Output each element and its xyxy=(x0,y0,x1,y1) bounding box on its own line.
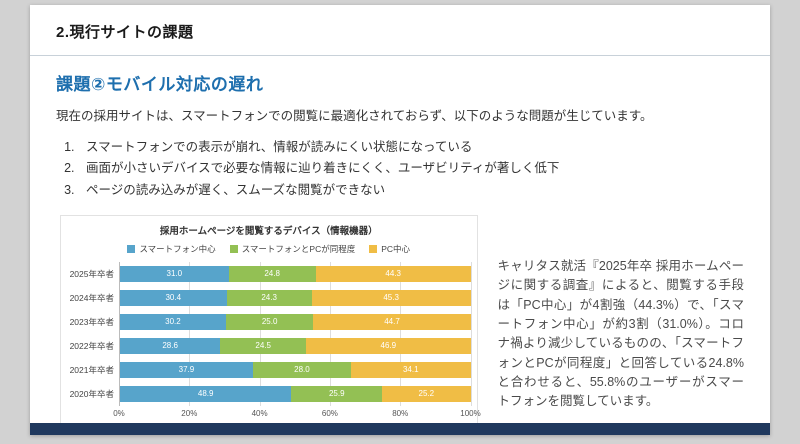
bottom-row: 採用ホームページを閲覧するデバイス（情報機器） スマートフォン中心 スマートフォン… xyxy=(56,214,744,425)
bar-segment: 31.0 xyxy=(120,265,229,282)
bar-segment: 30.2 xyxy=(120,313,226,330)
x-tick-label: 100% xyxy=(460,408,481,418)
chart-rows: 31.0 24.8 44.3 30.4 24.3 45.3 30.2 25.0 44.7 28.6… xyxy=(119,261,471,406)
category-label: 2024年卒者 xyxy=(69,292,114,303)
plot-area: 31.0 24.8 44.3 30.4 24.3 45.3 30.2 25.0 44.7 28.6… xyxy=(113,261,481,420)
chart-row: 30.4 24.3 45.3 xyxy=(120,286,471,310)
bar-segment: 34.1 xyxy=(350,361,471,378)
bar-segment: 24.3 xyxy=(226,289,312,306)
category-label: 2022年卒者 xyxy=(69,340,114,351)
x-tick-label: 20% xyxy=(181,408,198,418)
slide: 2.現行サイトの課題 課題②モバイル対応の遅れ 現在の採用サイトは、スマートフォ… xyxy=(30,5,770,435)
bar-segment: 30.4 xyxy=(120,289,227,306)
category-label: 2021年卒者 xyxy=(69,364,114,375)
gridline xyxy=(259,261,261,406)
bar-segment: 45.3 xyxy=(311,289,471,306)
x-axis: 0% 20% 40% 60% 80% 100% xyxy=(113,406,481,420)
section-title: 課題②モバイル対応の遅れ xyxy=(56,75,264,94)
lead-text: 現在の採用サイトは、スマートフォンでの閲覧に最適化されておらず、以下のような問題… xyxy=(56,109,653,123)
legend-item: PC中心 xyxy=(369,243,410,255)
issue-list: スマートフォンでの表示が崩れ、情報が読みにくい状態になっている 画面が小さいデバ… xyxy=(56,137,744,201)
legend-label: PC中心 xyxy=(381,243,411,254)
bar-segment: 28.6 xyxy=(120,337,221,354)
x-tick-label: 0% xyxy=(113,408,125,418)
legend-item: スマートフォン中心 xyxy=(127,243,216,255)
bar-segment: 44.7 xyxy=(313,313,471,330)
device-usage-chart: 採用ホームページを閲覧するデバイス（情報機器） スマートフォン中心 スマートフォン… xyxy=(60,214,481,425)
gridline xyxy=(470,261,472,406)
divider xyxy=(30,55,770,56)
legend-label: スマートフォン中心 xyxy=(139,243,216,254)
issue-item-1: スマートフォンでの表示が崩れ、情報が読みにくい状態になっている xyxy=(78,137,744,158)
bar-segment: 44.3 xyxy=(315,265,471,282)
chart-row: 31.0 24.8 44.3 xyxy=(120,262,471,286)
bar-segment: 37.9 xyxy=(120,361,253,378)
bar-segment: 24.5 xyxy=(220,337,307,354)
chart-row: 37.9 28.0 34.1 xyxy=(120,358,471,382)
legend-swatch xyxy=(369,244,378,253)
chart-row: 30.2 25.0 44.7 xyxy=(120,310,471,334)
bar-segment: 25.2 xyxy=(382,385,471,402)
footer-bar xyxy=(30,423,770,435)
bar-segment: 25.0 xyxy=(225,313,314,330)
x-tick-label: 60% xyxy=(321,408,338,418)
bar-segment: 24.8 xyxy=(228,265,316,282)
slide-content: 課題②モバイル対応の遅れ 現在の採用サイトは、スマートフォンでの閲覧に最適化され… xyxy=(30,70,770,425)
bar-segment: 46.9 xyxy=(306,337,471,354)
category-label: 2020年卒者 xyxy=(69,388,114,399)
chart-title: 採用ホームページを閲覧するデバイス（情報機器） xyxy=(159,225,378,237)
plot-wrap: 2025年卒者 2024年卒者 2023年卒者 2022年卒者 2021年卒者 2020年… xyxy=(67,261,481,420)
chart-legend: スマートフォン中心 スマートフォンとPCが同程度 PC中心 xyxy=(67,243,471,255)
page-title: 2.現行サイトの課題 xyxy=(56,24,194,41)
chart-row: 48.9 25.9 25.2 xyxy=(120,382,471,406)
gridline xyxy=(189,261,191,406)
bar-segment: 48.9 xyxy=(120,385,292,402)
issue-item-3: ページの読み込みが遅く、スムーズな閲覧ができない xyxy=(78,180,744,201)
x-tick-label: 80% xyxy=(392,408,409,418)
gridline xyxy=(329,261,331,406)
category-label: 2023年卒者 xyxy=(69,316,114,327)
gridline xyxy=(400,261,402,406)
legend-item: スマートフォンとPCが同程度 xyxy=(229,243,356,255)
legend-swatch xyxy=(127,244,136,253)
category-labels: 2025年卒者 2024年卒者 2023年卒者 2022年卒者 2021年卒者 2020年… xyxy=(67,262,119,420)
x-tick-label: 40% xyxy=(251,408,268,418)
bar-segment: 28.0 xyxy=(252,361,351,378)
issue-item-2: 画面が小さいデバイスで必要な情報に辿り着きにくく、ユーザビリティが著しく低下 xyxy=(78,158,744,179)
legend-label: スマートフォンとPCが同程度 xyxy=(241,243,356,254)
legend-swatch xyxy=(229,244,238,253)
bar-segment: 25.9 xyxy=(291,385,383,402)
category-label: 2025年卒者 xyxy=(69,268,114,279)
chart-row: 28.6 24.5 46.9 xyxy=(120,334,471,358)
survey-note: キャリタス就活『2025年卒 採用ホームページに関する調査』によると、閲覧する手… xyxy=(497,258,744,409)
